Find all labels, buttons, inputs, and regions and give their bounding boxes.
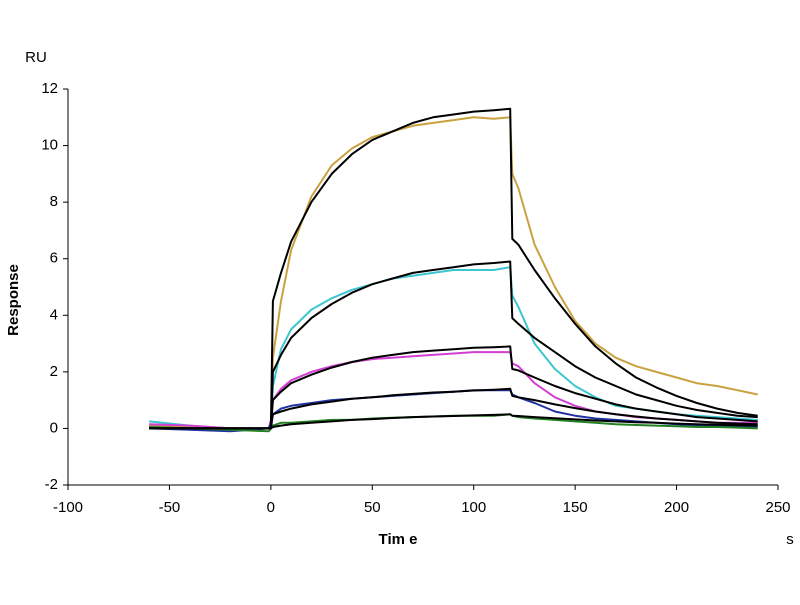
- y-tick-label: 4: [50, 306, 58, 323]
- x-tick-label: 0: [267, 499, 275, 516]
- y-tick-label: 0: [50, 419, 58, 436]
- x-tick-label: -100: [53, 499, 83, 516]
- series-line: [149, 413, 758, 430]
- x-tick-label: 100: [461, 499, 486, 516]
- y-tick-label: 10: [41, 137, 58, 154]
- y-tick-label: -2: [45, 476, 58, 493]
- series-line: [149, 387, 758, 430]
- y-tick-label: 12: [41, 80, 58, 97]
- y-unit: RU: [25, 49, 47, 66]
- series-line: [149, 107, 758, 430]
- y-axis-label: Response: [5, 264, 22, 336]
- y-tick-label: 2: [50, 363, 58, 380]
- x-tick-label: -50: [159, 499, 181, 516]
- series-line: [149, 260, 758, 430]
- x-unit: s: [786, 531, 794, 548]
- x-tick-label: 150: [563, 499, 588, 516]
- series-line: [149, 345, 758, 430]
- x-tick-label: 50: [364, 499, 381, 516]
- y-tick-label: 8: [50, 193, 58, 210]
- series-line: [148, 266, 758, 430]
- x-tick-label: 250: [765, 499, 790, 516]
- x-axis-label: Tim e: [379, 531, 418, 548]
- y-tick-label: 6: [50, 250, 58, 267]
- series-line: [149, 116, 758, 431]
- x-tick-label: 200: [664, 499, 689, 516]
